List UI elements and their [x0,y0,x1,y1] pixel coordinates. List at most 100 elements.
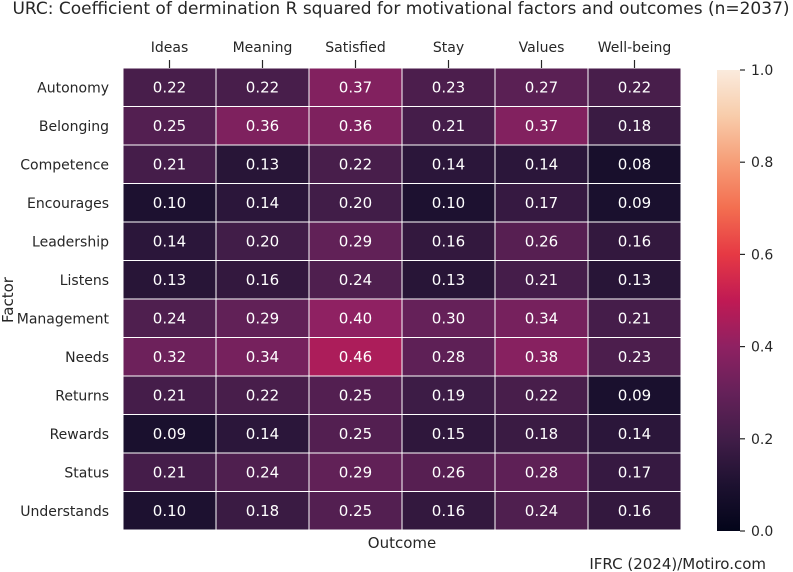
x-tick-label: Satisfied [325,40,385,56]
heatmap-cell [308,183,403,223]
y-tick-label: Rewards [50,427,109,443]
heatmap-cell [494,221,589,261]
heatmap-cell [122,337,217,377]
heatmap-cell [587,452,682,492]
cell-value-label: 0.13 [432,271,465,289]
cell-value-label: 0.17 [618,463,651,481]
heatmap-cell [308,375,403,415]
cell-value-label: 0.34 [246,348,279,366]
cell-value-label: 0.18 [525,425,558,443]
cell-value-label: 0.17 [525,194,558,212]
heatmap-cell [215,67,310,107]
cell-value-label: 0.15 [432,425,465,443]
cell-value-label: 0.09 [618,194,651,212]
x-axis-label: Outcome [368,534,436,552]
cell-value-label: 0.20 [339,194,372,212]
cell-value-label: 0.09 [153,425,186,443]
cell-value-label: 0.13 [246,155,279,173]
cell-value-label: 0.24 [246,463,279,481]
colorbar [717,70,740,531]
heatmap-cell [494,414,589,454]
heatmap-cell [401,337,496,377]
cell-value-label: 0.26 [525,232,558,250]
heatmap-cells: 0.22 0.22 0.37 0.23 0.27 0.22 0.25 0.36 0.36 0.21… [122,67,682,531]
cell-value-label: 0.25 [339,386,372,404]
cell-value-label: 0.23 [432,78,465,96]
heatmap-cell [401,144,496,184]
heatmap-cell [215,183,310,223]
y-tick-label: Listens [60,273,109,289]
cell-value-label: 0.16 [618,502,651,520]
cell-value-label: 0.23 [618,348,651,366]
cell-value-label: 0.25 [153,117,186,135]
colorbar-tick-label: 1.0 [751,63,773,79]
cell-value-label: 0.40 [339,309,372,327]
cell-value-label: 0.14 [525,155,558,173]
heatmap-cell [122,375,217,415]
cell-value-label: 0.13 [618,271,651,289]
heatmap-cell [587,67,682,107]
heatmap-cell [494,183,589,223]
y-axis-label: Factor [0,276,17,323]
heatmap-cell [122,298,217,338]
cell-value-label: 0.34 [525,309,558,327]
cell-value-label: 0.22 [246,386,279,404]
cell-value-label: 0.24 [339,271,372,289]
cell-value-label: 0.21 [618,309,651,327]
heatmap-cell [587,106,682,146]
cell-value-label: 0.13 [153,271,186,289]
heatmap-cell [587,375,682,415]
heatmap-cell [122,452,217,492]
colorbar-tick-label: 0.6 [751,247,773,263]
cell-value-label: 0.16 [432,232,465,250]
cell-value-label: 0.29 [246,309,279,327]
cell-value-label: 0.27 [525,78,558,96]
heatmap-cell [587,337,682,377]
cell-value-label: 0.21 [153,463,186,481]
cell-value-label: 0.25 [339,502,372,520]
heatmap-cell [308,298,403,338]
cell-value-label: 0.16 [432,502,465,520]
heatmap-cell [401,452,496,492]
x-tick-label: Well-being [598,40,672,56]
y-tick-label: Status [64,465,109,481]
cell-value-label: 0.10 [153,194,186,212]
cell-value-label: 0.29 [339,232,372,250]
heatmap-cell [122,183,217,223]
colorbar-ticks: 0.0 0.2 0.4 0.6 0.8 1.0 [740,63,773,540]
cell-value-label: 0.16 [246,271,279,289]
chart-title: URC: Coefficient of dermination R square… [12,0,789,19]
cell-value-label: 0.38 [525,348,558,366]
cell-value-label: 0.21 [525,271,558,289]
cell-value-label: 0.24 [153,309,186,327]
heatmap-cell [587,221,682,261]
heatmap-cell [587,260,682,300]
y-tick-label: Needs [65,350,109,366]
heatmap-cell [122,67,217,107]
cell-value-label: 0.20 [246,232,279,250]
colorbar-tick-label: 0.0 [751,524,773,540]
source-note: IFRC (2024)/Motiro.com [589,555,766,572]
cell-value-label: 0.28 [525,463,558,481]
cell-value-label: 0.10 [153,502,186,520]
heatmap-cell [122,491,217,531]
cell-value-label: 0.26 [432,463,465,481]
y-tick-label: Autonomy [37,80,109,96]
cell-value-label: 0.30 [432,309,465,327]
heatmap-cell [401,298,496,338]
heatmap-cell [494,375,589,415]
cell-value-label: 0.16 [618,232,651,250]
heatmap-cell [122,221,217,261]
cell-value-label: 0.18 [246,502,279,520]
x-tick-label: Meaning [233,40,293,56]
cell-value-label: 0.22 [153,78,186,96]
heatmap-cell [587,144,682,184]
heatmap-cell [215,106,310,146]
y-tick-label: Understands [20,504,109,520]
heatmap-cell [587,491,682,531]
heatmap-cell [122,260,217,300]
cell-value-label: 0.18 [618,117,651,135]
heatmap-cell [308,337,403,377]
y-tick-label: Leadership [32,234,109,250]
